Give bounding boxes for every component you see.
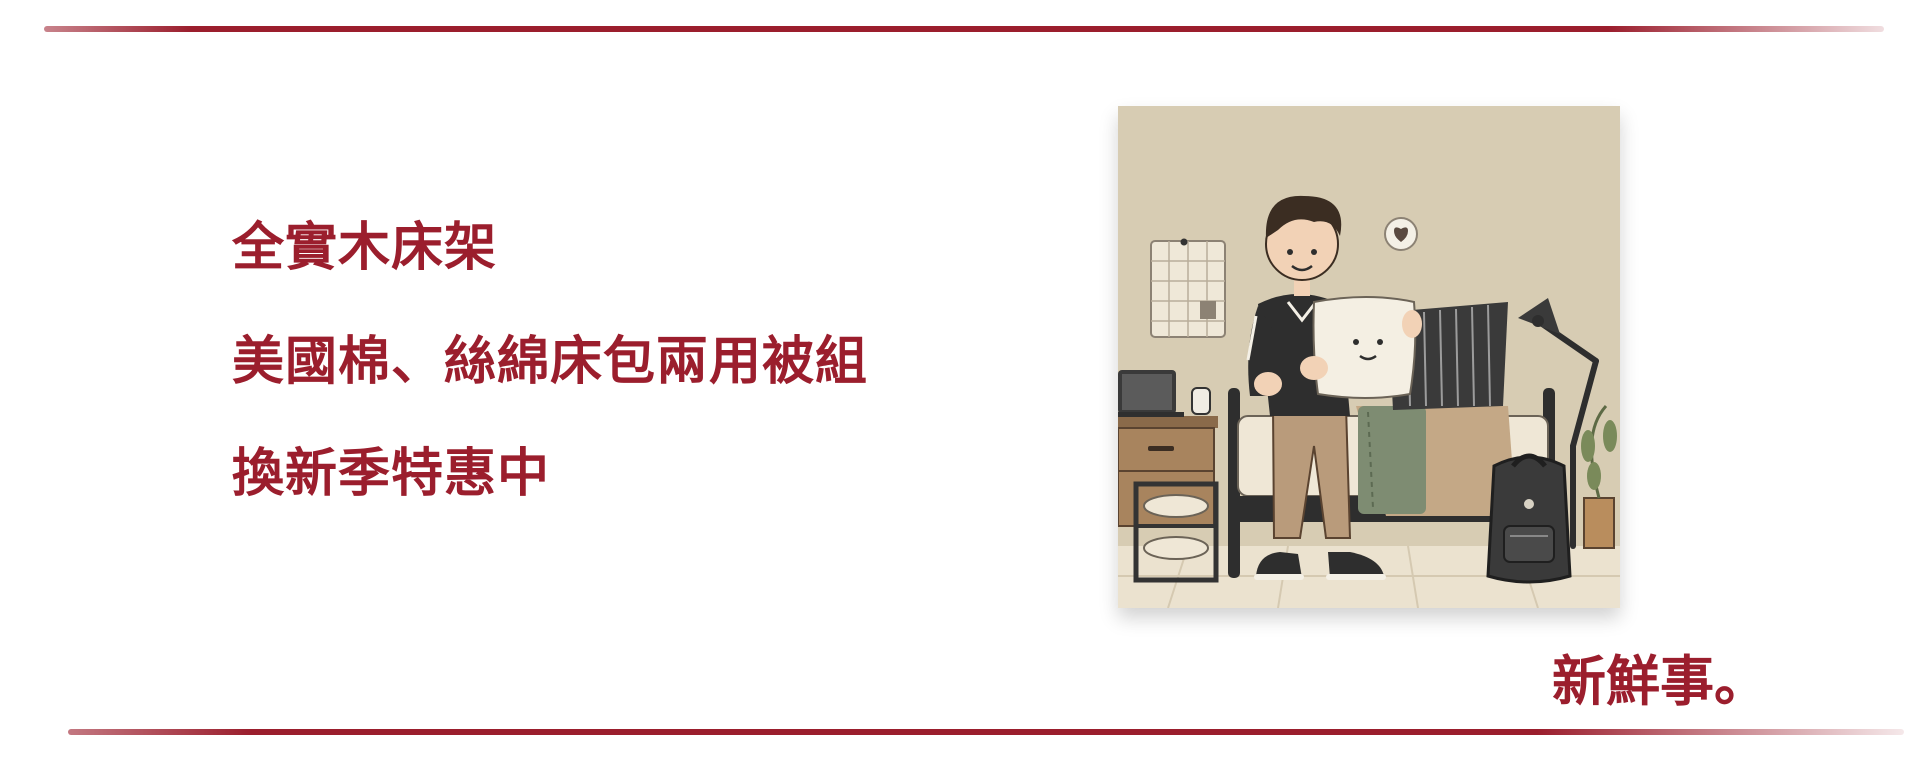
bedroom-illustration (1118, 106, 1620, 608)
heart-icon (1384, 217, 1418, 251)
headline-bedding-set: 美國棉、絲綿床包兩用被組 (232, 331, 869, 392)
headline-bed-frame: 全實木床架 (232, 217, 498, 278)
brand-name: 新鮮事。 (1552, 649, 1768, 713)
person (1246, 195, 1422, 580)
wall-grid-board (1150, 238, 1226, 338)
top-divider (44, 26, 1884, 32)
backpack (1486, 453, 1572, 584)
bottom-divider (68, 729, 1904, 735)
plant (1581, 404, 1617, 549)
shoe-rack (1133, 481, 1219, 583)
headline-sale: 換新季特惠中 (232, 443, 551, 504)
